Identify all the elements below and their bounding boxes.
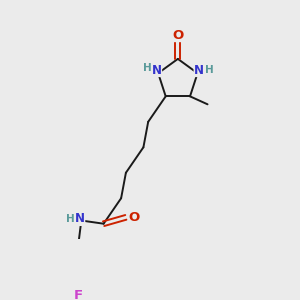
- Text: N: N: [75, 212, 85, 225]
- Text: H: H: [205, 65, 214, 75]
- Text: N: N: [152, 64, 162, 76]
- Text: H: H: [66, 214, 74, 224]
- Text: N: N: [194, 64, 204, 76]
- Text: F: F: [74, 289, 83, 300]
- Text: O: O: [172, 28, 184, 41]
- Text: H: H: [143, 63, 152, 74]
- Text: O: O: [128, 211, 140, 224]
